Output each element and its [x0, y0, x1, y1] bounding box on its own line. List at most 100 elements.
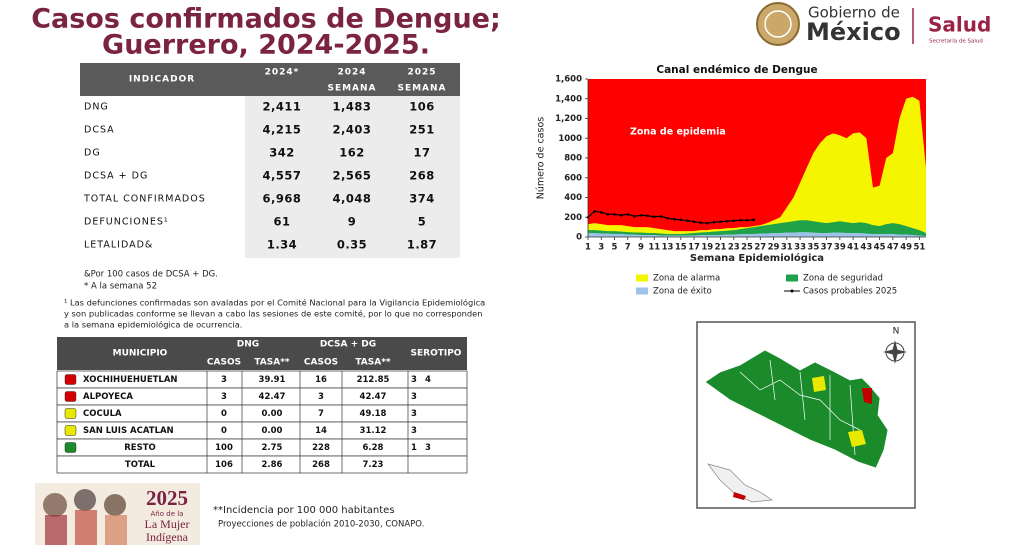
x-tick-label: 23 [728, 243, 740, 253]
municipio-name: TOTAL [125, 460, 156, 470]
point [599, 211, 603, 214]
cell: 5 [418, 215, 427, 229]
legend-key [790, 289, 794, 293]
municipio-name: SAN LUIS ACATLAN [83, 426, 174, 436]
x-tick-label: 25 [741, 243, 753, 253]
header-cell: INDICADOR [129, 75, 195, 85]
y-tick-label: 1000 [558, 134, 582, 144]
guerrero [704, 349, 889, 469]
cell: 268 [312, 460, 330, 470]
cell: 1.34 [267, 238, 297, 252]
incidencia: Proyecciones de población 2010-2030, CON… [218, 519, 424, 530]
compass-rose [883, 340, 907, 364]
cell: 106 [215, 460, 233, 470]
cell: 100 [215, 443, 233, 453]
footnote: y son publicadas conforme se llevan a ca… [64, 309, 483, 319]
swatch [64, 391, 77, 402]
swatch [64, 442, 77, 453]
cell: 268 [409, 169, 435, 183]
header-cell: SEMANA [397, 84, 446, 94]
serotipo: 3 [411, 426, 417, 436]
cell: 17 [413, 146, 430, 160]
number-bg [245, 96, 460, 258]
cell: 2,565 [333, 169, 372, 183]
y-tick-label: 0 [576, 233, 582, 243]
row-label: DNG [84, 102, 109, 113]
municipio-red [862, 388, 872, 404]
point [686, 219, 689, 223]
title: Casos confirmados de Dengue; Guerrero, 2… [31, 4, 501, 61]
salud-text: Salud [928, 13, 991, 37]
point [725, 219, 729, 223]
cell: 3 [221, 375, 227, 385]
point [699, 221, 702, 224]
endemic-chart: Canal endémico de Dengue Zona de epidemia… [536, 64, 926, 297]
y-tick-label: 400 [564, 193, 582, 203]
cell: 39.91 [259, 375, 286, 385]
point [633, 214, 636, 218]
row [56, 455, 468, 474]
cell: 4,048 [333, 192, 372, 206]
title-line: Casos confirmados de Dengue; [31, 4, 501, 35]
figure [75, 510, 97, 545]
cell: 6,968 [263, 192, 302, 206]
cell: 4,557 [263, 169, 302, 183]
annotation: Zona de epidemia [630, 127, 726, 138]
north-label: N [893, 327, 900, 337]
municipio-name: ALPOYECA [83, 392, 133, 402]
x-tick-label: 11 [648, 243, 660, 253]
cell: 1,483 [333, 100, 372, 114]
banner-text: Indígena [146, 530, 189, 544]
cell: 6.28 [363, 443, 384, 453]
cell: 7 [318, 409, 324, 419]
banner-text: La Mujer [145, 517, 190, 531]
point [619, 213, 623, 217]
x-tick-label: 39 [834, 243, 846, 253]
x-tick-label: 37 [821, 243, 833, 253]
serotipo: 1 [411, 443, 417, 453]
y-tick-label: 200 [564, 213, 582, 223]
row-label: DG [84, 148, 101, 159]
cell: 0 [221, 409, 227, 419]
x-tick-label: 47 [887, 243, 899, 253]
x-tick-label: 13 [662, 243, 674, 253]
note: &Por 100 casos de DCSA + DG. [84, 270, 218, 280]
area [588, 96, 926, 238]
header-bg [57, 337, 467, 370]
cell: 342 [269, 146, 295, 160]
y-tick-label: 1,200 [555, 114, 582, 124]
point [752, 218, 755, 222]
header-cell: SEMANA [327, 84, 376, 94]
footnote: ¹ Las defunciones confirmadas son avalad… [64, 298, 485, 308]
cell: 42.47 [360, 392, 387, 402]
x-tick-label: 3 [598, 243, 604, 253]
y-tick-label: 800 [564, 154, 582, 164]
point [626, 212, 630, 216]
x-tick-label: 45 [874, 243, 886, 253]
incidencia: **Incidencia por 100 000 habitantes [213, 505, 395, 516]
inset-guerrero [733, 492, 746, 500]
x-tick-label: 51 [913, 243, 925, 253]
row-label: DCSA + DG [84, 171, 148, 182]
figure [45, 515, 67, 545]
serotipo: 4 [425, 375, 431, 385]
point [646, 214, 649, 218]
cell: 14 [315, 426, 327, 436]
footnote: a la semana epidemiológica de ocurrencia… [64, 320, 242, 330]
x-tick-label: 7 [625, 243, 631, 253]
point [593, 210, 596, 213]
legend-label: Zona de alarma [653, 274, 720, 284]
municipio-name: XOCHIHUEHUETLAN [83, 375, 178, 385]
legend-label: Casos probables 2025 [803, 287, 897, 297]
point [613, 212, 616, 216]
legend-key [636, 287, 648, 295]
seal [756, 2, 800, 46]
cell: 16 [315, 375, 327, 385]
x-tick-label: 19 [701, 243, 713, 253]
legend-label: Zona de seguridad [803, 274, 883, 284]
x-tick-label: 27 [754, 243, 766, 253]
header-cell: SEROTIPO [411, 349, 462, 359]
header-cell: TASA** [355, 358, 391, 368]
x-tick-label: 43 [860, 243, 872, 253]
